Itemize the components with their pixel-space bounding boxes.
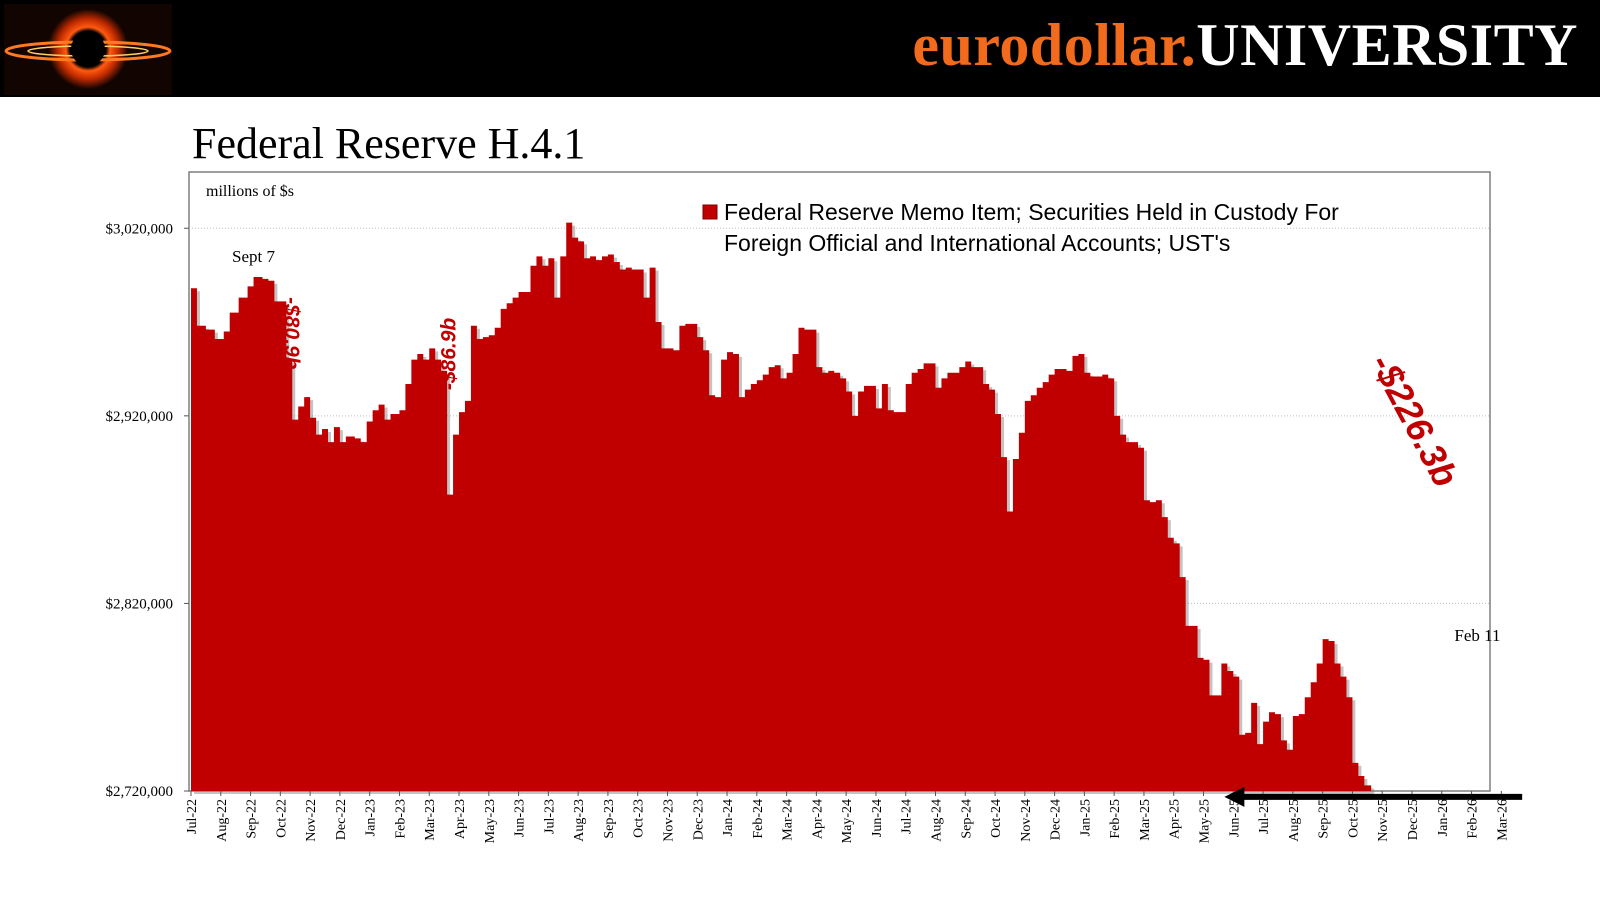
logo-graphic bbox=[4, 4, 172, 95]
x-tick-label: May-24 bbox=[840, 799, 855, 843]
units-label: millions of $s bbox=[206, 183, 294, 200]
x-tick-label: Feb-24 bbox=[751, 799, 766, 839]
page-title: Federal Reserve H.4.1 bbox=[192, 119, 586, 168]
x-tick-label: Jun-23 bbox=[513, 799, 528, 837]
x-tick-label: Sep-25 bbox=[1317, 799, 1332, 839]
x-tick-label: May-25 bbox=[1198, 799, 1213, 843]
x-tick-label: Apr-25 bbox=[1168, 799, 1183, 839]
x-tick-label: Jul-23 bbox=[542, 799, 557, 834]
legend-swatch bbox=[702, 204, 718, 220]
x-tick-label: Mar-24 bbox=[781, 799, 796, 841]
header-bar: eurodollar.UNIVERSITY bbox=[0, 0, 1600, 97]
x-tick-label: Oct-25 bbox=[1346, 799, 1361, 838]
timeline-arrowhead bbox=[1224, 786, 1245, 807]
x-tick-label: Jun-25 bbox=[1227, 799, 1242, 837]
x-tick-label: Sep-23 bbox=[602, 799, 617, 839]
x-tick-label: Nov-23 bbox=[661, 799, 676, 842]
x-tick-label: Oct-24 bbox=[989, 799, 1004, 838]
legend-text-line-2: Foreign Official and International Accou… bbox=[724, 230, 1230, 256]
x-tick-label: Jan-25 bbox=[1078, 799, 1093, 836]
brand-part-2: UNIVERSITY bbox=[1196, 12, 1578, 78]
x-tick-label: Jul-25 bbox=[1257, 799, 1272, 834]
y-tick-label: $2,720,000 bbox=[106, 784, 174, 800]
x-tick-label: Feb-26 bbox=[1466, 799, 1481, 839]
x-tick-label: Jul-22 bbox=[185, 799, 200, 834]
x-tick-label: Aug-23 bbox=[572, 799, 587, 842]
legend-text-line-1: Federal Reserve Memo Item; Securities He… bbox=[724, 199, 1339, 225]
area-series bbox=[191, 222, 1372, 792]
y-tick-label: $3,020,000 bbox=[106, 221, 174, 237]
x-tick-label: Jan-24 bbox=[721, 799, 736, 836]
decline-annotation: -$86.9b bbox=[438, 318, 461, 391]
y-tick-label: $2,920,000 bbox=[106, 409, 174, 425]
x-tick-label: Sep-22 bbox=[245, 799, 260, 839]
x-tick-label: Feb-25 bbox=[1108, 799, 1123, 839]
brand-part-1: eurodollar bbox=[912, 12, 1181, 78]
x-tick-label: Dec-25 bbox=[1406, 799, 1421, 840]
x-tick-label: Feb-23 bbox=[393, 799, 408, 839]
x-tick-label: Dec-22 bbox=[334, 799, 349, 840]
x-tick-label: Mar-25 bbox=[1138, 799, 1153, 841]
x-tick-label: Nov-22 bbox=[304, 799, 319, 842]
x-tick-label: Jun-24 bbox=[870, 799, 885, 837]
annotation-label: Sept 7 bbox=[232, 247, 275, 266]
brand-dot: . bbox=[1180, 12, 1197, 78]
x-tick-label: Jan-23 bbox=[364, 799, 379, 836]
x-tick-label: Mar-23 bbox=[423, 799, 438, 841]
x-tick-label: Nov-24 bbox=[1019, 799, 1034, 842]
x-tick-label: Oct-23 bbox=[632, 799, 647, 838]
x-tick-label: May-23 bbox=[483, 799, 498, 843]
x-tick-label: Oct-22 bbox=[274, 799, 289, 838]
x-tick-label: Dec-23 bbox=[691, 799, 706, 840]
x-tick-label: Apr-24 bbox=[810, 799, 825, 839]
annotation-label: Feb 11 bbox=[1454, 626, 1500, 645]
x-tick-label: Sep-24 bbox=[959, 799, 974, 839]
y-tick-label: $2,820,000 bbox=[106, 596, 174, 612]
x-tick-label: Aug-25 bbox=[1287, 799, 1302, 842]
x-tick-label: Aug-24 bbox=[930, 799, 945, 842]
x-tick-label: Aug-22 bbox=[215, 799, 230, 842]
x-tick-label: Jul-24 bbox=[900, 799, 915, 834]
brand-wordmark: eurodollar.UNIVERSITY bbox=[912, 10, 1578, 80]
x-tick-label: Nov-25 bbox=[1376, 799, 1391, 842]
x-tick-label: Apr-23 bbox=[453, 799, 468, 839]
decline-annotation: -$80.6b bbox=[1068, 376, 1091, 449]
x-tick-label: Mar-26 bbox=[1495, 799, 1510, 841]
decline-annotation: -$80.9b bbox=[280, 297, 303, 370]
x-tick-label: Jan-26 bbox=[1436, 799, 1451, 836]
x-tick-label: Dec-24 bbox=[1049, 799, 1064, 840]
black-hole-logo-icon bbox=[4, 4, 172, 95]
